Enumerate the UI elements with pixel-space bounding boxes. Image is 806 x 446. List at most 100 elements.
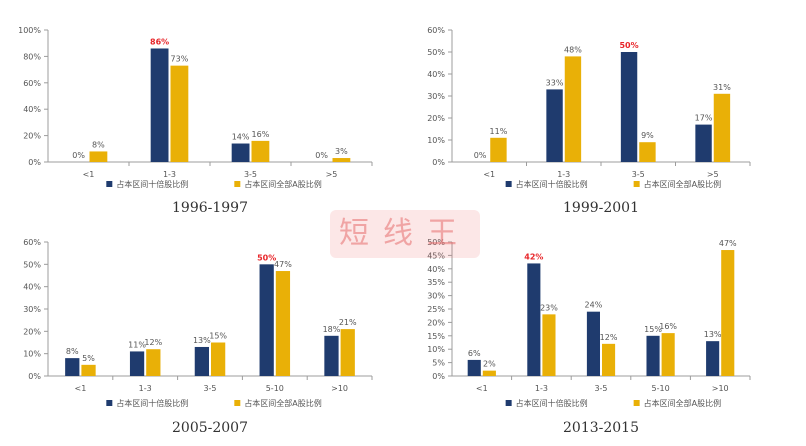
data-label: 6%: [468, 349, 481, 358]
bar-all-a-share: [170, 65, 189, 162]
x-tick-label: 3-5: [594, 384, 607, 393]
data-label: 21%: [339, 318, 357, 327]
x-tick-label: 3-5: [244, 170, 257, 179]
legend-label-tenbagger: 占本区间十倍股比例: [116, 179, 188, 189]
legend-label-tenbagger: 占本区间十倍股比例: [516, 179, 588, 189]
y-tick-label: 0%: [28, 158, 41, 167]
bar-all-a-share: [332, 158, 351, 162]
bar-all-a-share: [713, 93, 731, 162]
data-label: 14%: [232, 133, 250, 142]
legend-swatch-all-a-share: [234, 400, 241, 406]
data-label: 16%: [252, 130, 270, 139]
bar-all-a-share: [564, 56, 582, 162]
data-label: 12%: [600, 333, 618, 342]
data-label: 15%: [644, 325, 662, 334]
bar-all-a-share: [146, 349, 161, 376]
y-tick-label: 60%: [427, 26, 445, 35]
legend-swatch-tenbagger: [505, 400, 512, 406]
data-label: 13%: [193, 336, 211, 345]
chart-title: 2013-2015: [563, 420, 639, 436]
data-label: 15%: [209, 332, 227, 341]
chart-title: 1999-2001: [563, 200, 639, 216]
data-label: 5%: [82, 354, 95, 363]
bar-tenbagger: [706, 341, 720, 376]
y-tick-label: 0%: [28, 372, 41, 381]
data-label: 86%: [150, 37, 169, 46]
x-tick-label: 1-3: [139, 384, 152, 393]
data-label: 8%: [92, 140, 105, 149]
data-label: 18%: [323, 325, 341, 334]
x-tick-label: >10: [712, 384, 729, 393]
bar-all-a-share: [275, 271, 291, 376]
bar-all-a-share: [251, 140, 270, 162]
y-tick-label: 35%: [427, 278, 445, 287]
data-label: 73%: [171, 55, 189, 64]
y-tick-label: 20%: [23, 132, 41, 141]
bar-tenbagger: [695, 124, 712, 162]
legend-label-tenbagger: 占本区间十倍股比例: [116, 398, 188, 408]
y-tick-label: 5%: [432, 359, 445, 368]
bar-tenbagger: [586, 311, 600, 376]
data-label: 11%: [490, 127, 508, 136]
x-tick-label: <1: [476, 384, 488, 393]
bar-tenbagger: [150, 48, 169, 163]
y-tick-label: 40%: [427, 265, 445, 274]
bar-tenbagger: [259, 264, 274, 376]
x-tick-label: <1: [75, 384, 87, 393]
y-tick-label: 0%: [432, 372, 445, 381]
bar-tenbagger: [194, 346, 209, 376]
x-tick-label: <1: [83, 170, 95, 179]
bar-all-a-share: [211, 342, 226, 376]
legend-label-all-a-share: 占本区间全部A股比例: [244, 179, 321, 189]
bar-all-a-share: [490, 137, 507, 162]
x-tick-label: 3-5: [203, 384, 216, 393]
bar-tenbagger: [467, 359, 481, 376]
data-label: 0%: [72, 151, 85, 160]
data-label: 47%: [274, 260, 292, 269]
legend-label-all-a-share: 占本区间全部A股比例: [244, 398, 321, 408]
data-label: 23%: [540, 303, 558, 312]
y-tick-label: 20%: [427, 318, 445, 327]
bar-tenbagger: [65, 358, 80, 376]
bar-all-a-share: [661, 333, 675, 376]
data-label: 33%: [546, 78, 564, 87]
y-tick-label: 20%: [23, 327, 41, 336]
chart-title: 2005-2007: [172, 420, 248, 436]
x-tick-label: >5: [326, 170, 338, 179]
y-tick-label: 10%: [427, 136, 445, 145]
y-tick-label: 60%: [23, 238, 41, 247]
data-label: 47%: [719, 239, 737, 248]
legend-label-all-a-share: 占本区间全部A股比例: [644, 179, 721, 189]
x-tick-label: 1-3: [163, 170, 176, 179]
y-tick-label: 50%: [427, 48, 445, 57]
y-tick-label: 20%: [427, 114, 445, 123]
y-tick-label: 40%: [427, 70, 445, 79]
data-label: 50%: [619, 41, 638, 50]
bar-tenbagger: [527, 263, 541, 376]
bar-all-a-share: [89, 151, 108, 162]
legend-swatch-all-a-share: [633, 400, 640, 406]
legend-swatch-all-a-share: [633, 181, 640, 187]
y-tick-label: 45%: [427, 251, 445, 260]
data-label: 16%: [659, 322, 677, 331]
legend-swatch-tenbagger: [505, 181, 512, 187]
y-tick-label: 0%: [432, 158, 445, 167]
x-tick-label: 1-3: [535, 384, 548, 393]
y-tick-label: 40%: [23, 283, 41, 292]
bar-all-a-share: [81, 364, 96, 376]
bar-all-a-share: [721, 250, 735, 376]
data-label: 3%: [335, 147, 348, 156]
x-tick-label: <1: [483, 170, 495, 179]
y-tick-label: 25%: [427, 305, 445, 314]
data-label: 2%: [483, 360, 496, 369]
data-label: 48%: [564, 45, 582, 54]
legend-label-tenbagger: 占本区间十倍股比例: [516, 398, 588, 408]
x-tick-label: 5-10: [266, 384, 284, 393]
y-tick-label: 80%: [23, 52, 41, 61]
data-label: 8%: [66, 347, 79, 356]
y-tick-label: 40%: [23, 105, 41, 114]
x-tick-label: 1-3: [557, 170, 570, 179]
data-label: 9%: [641, 131, 654, 140]
data-label: 31%: [713, 83, 731, 92]
data-label: 24%: [585, 301, 603, 310]
